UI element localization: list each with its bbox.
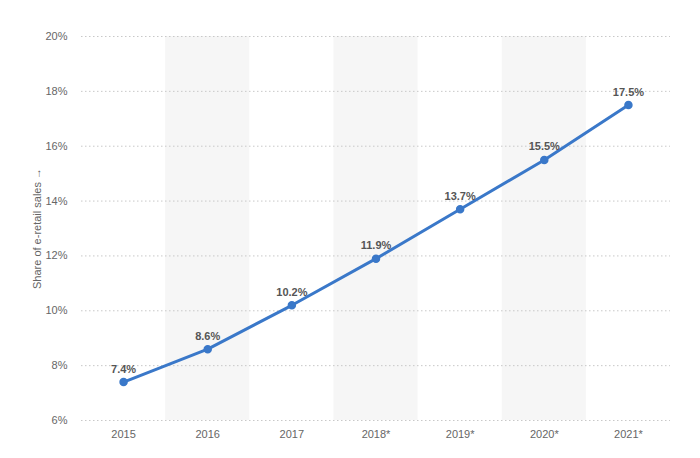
svg-text:10%: 10% (45, 304, 67, 316)
svg-text:16%: 16% (45, 140, 67, 152)
svg-text:14%: 14% (45, 195, 67, 207)
svg-text:7.4%: 7.4% (111, 363, 136, 375)
svg-text:11.9%: 11.9% (361, 239, 392, 251)
svg-text:2019*: 2019* (446, 428, 475, 440)
svg-text:20%: 20% (45, 30, 67, 42)
svg-text:17.5%: 17.5% (613, 86, 644, 98)
svg-text:2016: 2016 (195, 428, 219, 440)
svg-text:18%: 18% (45, 85, 67, 97)
svg-text:12%: 12% (45, 249, 67, 261)
svg-text:10.2%: 10.2% (276, 286, 307, 298)
svg-text:2015: 2015 (111, 428, 135, 440)
svg-text:6%: 6% (52, 414, 68, 426)
svg-text:8.6%: 8.6% (195, 330, 220, 342)
svg-text:15.5%: 15.5% (529, 140, 560, 152)
svg-text:8%: 8% (52, 359, 68, 371)
svg-text:Share of e-retail sales →: Share of e-retail sales → (31, 168, 43, 289)
svg-text:13.7%: 13.7% (445, 190, 476, 202)
svg-text:2021*: 2021* (614, 428, 643, 440)
svg-text:2017: 2017 (280, 428, 304, 440)
svg-text:2018*: 2018* (362, 428, 391, 440)
svg-text:2020*: 2020* (530, 428, 559, 440)
